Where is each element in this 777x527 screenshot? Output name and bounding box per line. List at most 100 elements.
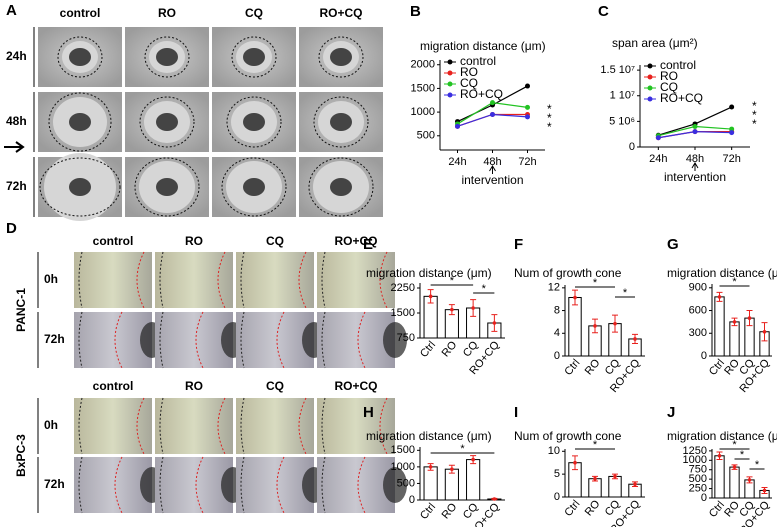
- y-tick-label: 8: [554, 304, 560, 316]
- panel-label: F: [514, 236, 523, 253]
- legend-label: control: [660, 58, 696, 72]
- x-tick-label: 72h: [722, 153, 740, 165]
- legend-marker: [647, 96, 653, 102]
- significance-star: *: [752, 117, 757, 131]
- mean-dot: [428, 294, 433, 299]
- mean-dot: [492, 497, 497, 501]
- micrograph: [317, 312, 395, 368]
- panel-label: I: [514, 404, 518, 421]
- mean-dot: [428, 465, 433, 469]
- y-tick-label: 5 10⁶: [609, 115, 635, 127]
- cell-line-label: BxPC-3: [14, 434, 28, 477]
- significance-star: *: [547, 102, 552, 116]
- panel-label: E: [363, 236, 373, 253]
- edge-right: [195, 456, 204, 514]
- edge-right: [379, 251, 388, 309]
- column-header: control: [93, 234, 134, 248]
- spheroid-core: [243, 113, 265, 131]
- bar: [729, 466, 740, 499]
- x-tick-label: Ctrl: [418, 501, 438, 522]
- y-tick-label: 600: [689, 304, 707, 316]
- legend-label: RO: [460, 65, 478, 79]
- y-tick-label: 300: [689, 327, 707, 339]
- spheroid-core: [330, 48, 352, 66]
- significance-star: *: [593, 439, 598, 451]
- legend-marker: [647, 85, 653, 91]
- column-header: control: [93, 379, 134, 393]
- x-tick-label: Ctrl: [418, 339, 438, 360]
- bar: [568, 296, 582, 357]
- migration-outline: [39, 157, 121, 217]
- cell-mass: [383, 467, 407, 503]
- micrograph: [74, 457, 152, 513]
- edge-right: [136, 397, 145, 455]
- y-tick-label: 5: [554, 468, 560, 480]
- chart-title: migration distance (μm): [420, 39, 546, 53]
- cell-mass: [383, 322, 407, 358]
- y-tick-label: 0: [701, 492, 707, 504]
- y-tick-label: 1000: [683, 454, 707, 466]
- point: [455, 123, 460, 129]
- micrograph: [236, 398, 314, 454]
- y-tick-label: 1250: [683, 445, 707, 457]
- y-tick-label: 10: [548, 445, 560, 457]
- significance-star: *: [482, 283, 487, 295]
- mean-dot: [450, 307, 454, 312]
- column-header: CQ: [245, 6, 263, 20]
- mean-dot: [492, 321, 497, 325]
- row-label: 0h: [44, 418, 58, 432]
- y-tick-label: 1500: [391, 307, 415, 319]
- bar: [466, 459, 481, 501]
- y-tick-label: 1.5 10⁷: [600, 64, 635, 76]
- migration-outline: [313, 96, 369, 148]
- intervention-arrow: [691, 162, 699, 171]
- edge-left: [159, 456, 164, 514]
- row-label: 72h: [44, 332, 65, 346]
- edge-right: [298, 397, 307, 455]
- significance-star: *: [547, 120, 552, 134]
- y-tick-label: 1 10⁷: [610, 90, 635, 102]
- point: [692, 129, 698, 135]
- micrograph: [236, 252, 314, 308]
- edge-left: [78, 311, 83, 369]
- spheroid-core: [69, 48, 91, 66]
- point: [692, 124, 698, 129]
- edge-right: [298, 251, 307, 309]
- row-label: 0h: [44, 272, 58, 286]
- spheroid-core: [156, 48, 178, 66]
- y-tick-label: 1000: [391, 461, 415, 473]
- x-tick-label: RO: [440, 339, 460, 360]
- mean-dot: [471, 306, 475, 310]
- mean-dot: [747, 316, 752, 320]
- mean-dot: [633, 482, 637, 487]
- chart-title: migration distance (μm): [667, 429, 777, 443]
- significance-star: *: [755, 459, 760, 471]
- column-header: RO+CQ: [334, 379, 377, 393]
- y-tick-label: 0: [629, 141, 635, 153]
- micrograph: [236, 457, 314, 513]
- mean-dot: [633, 337, 637, 341]
- panel-label: D: [6, 220, 17, 237]
- legend-label: control: [460, 54, 496, 68]
- edge-left: [240, 311, 245, 369]
- legend-marker: [447, 70, 453, 76]
- significance-star: *: [450, 275, 455, 287]
- x-tick-label: RO: [583, 498, 603, 519]
- edge-left: [78, 251, 83, 309]
- mean-dot: [732, 465, 737, 469]
- x-tick-label: 72h: [518, 156, 536, 168]
- x-tick-label: RO: [583, 357, 603, 378]
- point: [490, 111, 495, 117]
- bar: [729, 321, 740, 357]
- x-tick-label: Ctrl: [562, 498, 582, 519]
- column-header: RO: [185, 234, 203, 248]
- spheroid-core: [330, 178, 352, 196]
- column-header: RO: [185, 379, 203, 393]
- edge-right: [357, 456, 366, 514]
- point: [729, 104, 735, 110]
- point: [490, 100, 495, 106]
- panel-label: H: [363, 404, 374, 421]
- migration-outline: [308, 157, 374, 217]
- y-tick-label: 12: [548, 282, 560, 294]
- micrograph: [74, 398, 152, 454]
